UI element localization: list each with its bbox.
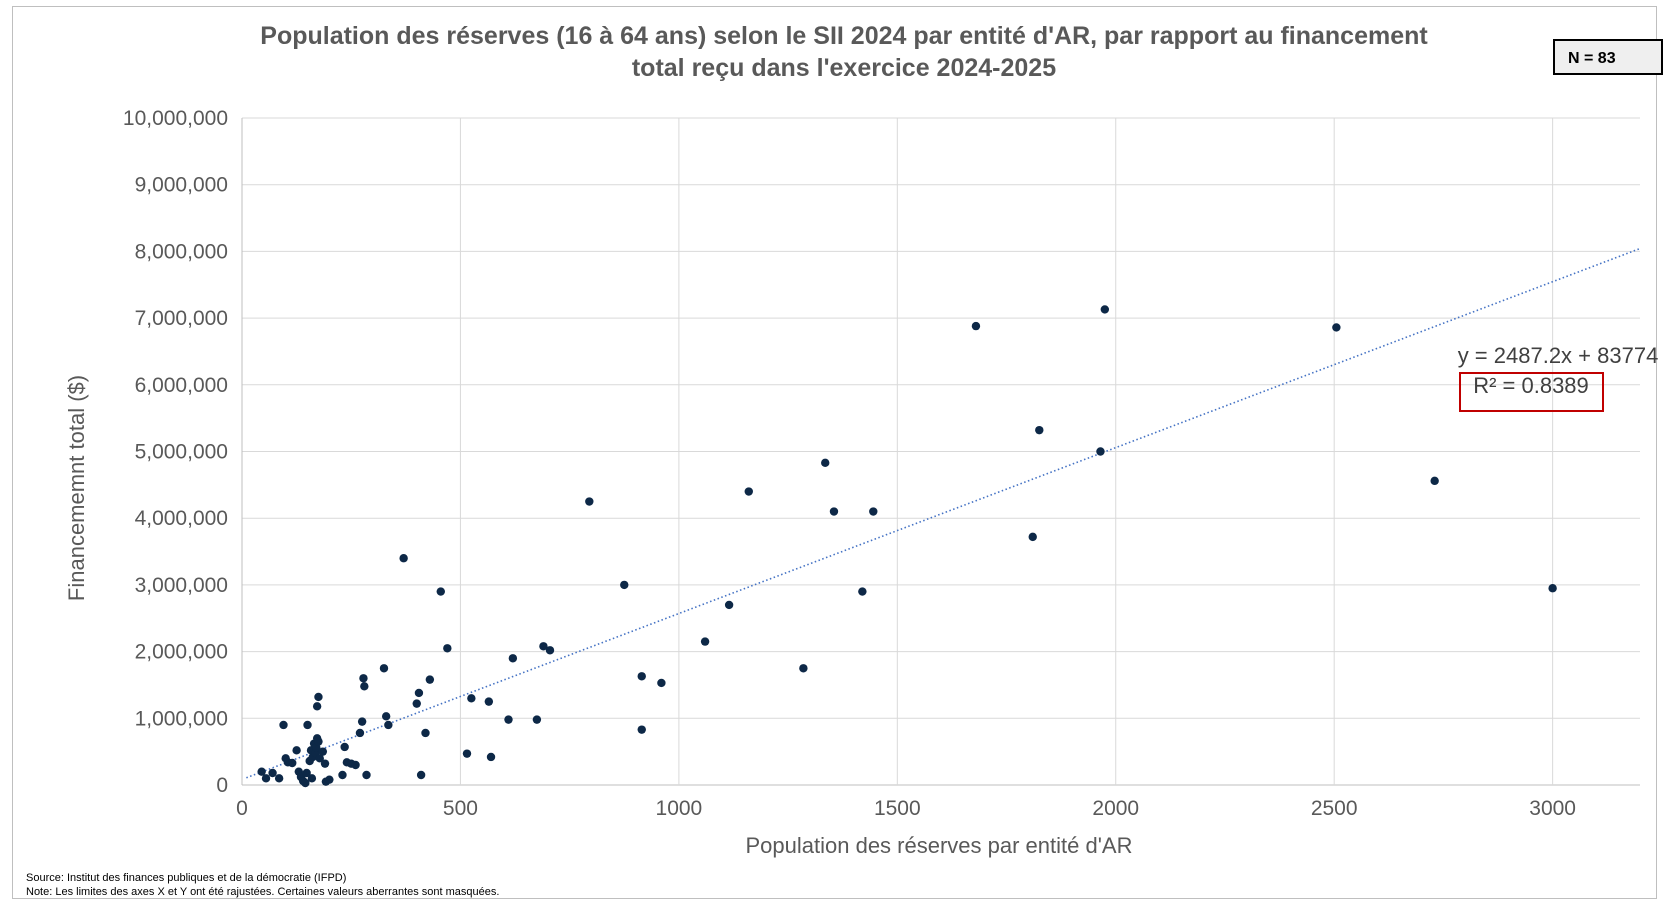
data-point <box>314 737 322 745</box>
data-point <box>358 717 366 725</box>
x-tick-label: 2500 <box>1311 797 1358 820</box>
data-point <box>504 715 512 723</box>
x-tick-label: 1500 <box>874 797 921 820</box>
x-tick-label: 0 <box>236 797 248 820</box>
x-axis-title: Population des réserves par entité d'AR <box>746 833 1133 858</box>
data-point <box>268 769 276 777</box>
data-point <box>351 761 359 769</box>
data-point <box>380 664 388 672</box>
data-point <box>426 675 434 683</box>
trendline <box>246 249 1640 778</box>
y-tick-label: 3,000,000 <box>135 574 228 597</box>
data-point <box>308 774 316 782</box>
data-point <box>314 693 322 701</box>
data-point <box>417 771 425 779</box>
trendline-layer <box>246 249 1640 778</box>
data-point <box>701 637 709 645</box>
data-point <box>421 729 429 737</box>
data-point <box>443 644 451 652</box>
y-tick-label: 7,000,000 <box>135 307 228 330</box>
data-points <box>257 305 1556 787</box>
trendline-equation: y = 2487.2x + 83774 <box>1458 343 1659 368</box>
chart-title-line-1: Population des réserves (16 à 64 ans) se… <box>260 22 1428 50</box>
data-point <box>533 715 541 723</box>
data-point <box>303 721 311 729</box>
y-axis-ticks: 0 1,000,000 2,000,000 3,000,000 4,000,000 5,0… <box>123 107 228 797</box>
data-point <box>338 771 346 779</box>
data-point <box>362 771 370 779</box>
x-tick-label: 1000 <box>656 797 703 820</box>
x-tick-label: 500 <box>443 797 478 820</box>
data-point <box>340 743 348 751</box>
source-footnote: Source: Institut des finances publiques … <box>26 872 346 884</box>
data-point <box>321 759 329 767</box>
data-point <box>359 674 367 682</box>
grid <box>242 118 1640 785</box>
y-tick-label: 6,000,000 <box>135 374 228 397</box>
data-point <box>858 587 866 595</box>
data-point <box>799 664 807 672</box>
data-point <box>972 322 980 330</box>
x-tick-label: 3000 <box>1529 797 1576 820</box>
data-point <box>657 679 665 687</box>
data-point <box>620 581 628 589</box>
data-point <box>399 554 407 562</box>
data-point <box>275 774 283 782</box>
data-point <box>325 775 333 783</box>
data-point <box>382 712 390 720</box>
data-point <box>830 507 838 515</box>
y-tick-label: 1,000,000 <box>135 707 228 730</box>
x-axis-ticks: 0 500 1000 1500 2000 2500 3000 <box>236 797 1576 820</box>
data-point <box>725 601 733 609</box>
y-tick-label: 10,000,000 <box>123 107 228 130</box>
data-point <box>288 759 296 767</box>
data-point <box>463 749 471 757</box>
data-point <box>821 459 829 467</box>
data-point <box>319 747 327 755</box>
y-axis-title: Financememnt total ($) <box>64 375 89 601</box>
x-tick-label: 2000 <box>1092 797 1139 820</box>
note-footnote: Note: Les limites des axes X et Y ont ét… <box>26 886 499 898</box>
data-point <box>745 487 753 495</box>
y-tick-label: 9,000,000 <box>135 174 228 197</box>
data-point <box>1548 584 1556 592</box>
data-point <box>509 654 517 662</box>
y-tick-label: 2,000,000 <box>135 641 228 664</box>
data-point <box>415 689 423 697</box>
chart-title-line-2: total reçu dans l'exercice 2024-2025 <box>632 54 1056 82</box>
data-point <box>1101 305 1109 313</box>
data-point <box>638 725 646 733</box>
data-point <box>869 507 877 515</box>
data-point <box>413 699 421 707</box>
data-point <box>485 697 493 705</box>
data-point <box>292 746 300 754</box>
data-point <box>384 721 392 729</box>
n-label: N = 83 <box>1568 50 1616 67</box>
data-point <box>1029 533 1037 541</box>
y-tick-label: 8,000,000 <box>135 240 228 263</box>
data-point <box>1332 323 1340 331</box>
data-point <box>360 682 368 690</box>
data-point <box>546 646 554 654</box>
data-point <box>585 497 593 505</box>
data-point <box>1430 477 1438 485</box>
data-point <box>437 587 445 595</box>
data-point <box>1035 426 1043 434</box>
data-point <box>1096 447 1104 455</box>
y-tick-label: 5,000,000 <box>135 441 228 464</box>
data-point <box>487 753 495 761</box>
data-point <box>638 672 646 680</box>
data-point <box>313 702 321 710</box>
data-point <box>356 729 364 737</box>
data-point <box>262 774 270 782</box>
data-point <box>279 721 287 729</box>
data-point <box>467 694 475 702</box>
y-tick-label: 0 <box>216 774 228 797</box>
y-tick-label: 4,000,000 <box>135 507 228 530</box>
r2-label: R² = 0.8389 <box>1473 373 1589 398</box>
